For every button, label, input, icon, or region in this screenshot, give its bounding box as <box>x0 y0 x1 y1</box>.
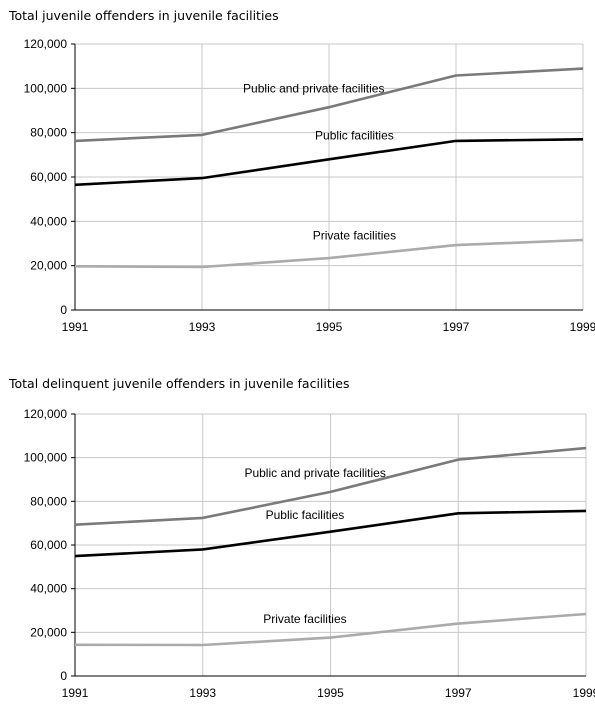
series-label: Public and private facilities <box>244 466 385 480</box>
series-label: Public facilities <box>315 129 394 143</box>
chart-title: Total juvenile offenders in juvenile fac… <box>9 8 279 23</box>
y-tick-label: 80,000 <box>30 126 67 140</box>
y-tick-label: 40,000 <box>30 214 67 228</box>
chart-svg: 0 20,000 40,000 60,000 80,000 100,000 120,000 1… <box>24 37 595 334</box>
x-tick-label: 1995 <box>316 320 343 334</box>
chart-delinquent-offenders: Total delinquent juvenile offenders in j… <box>0 368 595 725</box>
x-tick-label: 1991 <box>62 686 89 700</box>
x-tick-label: 1993 <box>189 320 216 334</box>
series-line <box>74 509 587 558</box>
y-tick-label: 20,000 <box>30 625 67 639</box>
series-line <box>74 138 584 187</box>
y-tick-label: 20,000 <box>30 259 67 273</box>
series-label: Public and private facilities <box>243 82 384 96</box>
x-tick-label: 1999 <box>570 320 595 334</box>
chart-title: Total delinquent juvenile offenders in j… <box>9 376 350 391</box>
y-tick-label: 60,000 <box>30 538 67 552</box>
series-line <box>74 238 584 269</box>
chart-svg: 0 20,000 40,000 60,000 80,000 100,000 120,000 1… <box>24 407 595 700</box>
x-tick-label: 1995 <box>317 686 344 700</box>
series-label: Private facilities <box>313 229 396 243</box>
y-tick-label: 120,000 <box>24 37 68 51</box>
chart-juvenile-offenders: Total juvenile offenders in juvenile fac… <box>0 0 595 345</box>
x-tick-label: 1993 <box>189 686 216 700</box>
series-label: Private facilities <box>263 612 346 626</box>
y-tick-label: 100,000 <box>24 81 68 95</box>
series-line <box>74 67 584 143</box>
y-tick-label: 120,000 <box>24 407 68 421</box>
series-line <box>74 612 587 647</box>
series-label: Public facilities <box>266 508 345 522</box>
x-tick-label: 1997 <box>445 686 472 700</box>
y-tick-label: 80,000 <box>30 494 67 508</box>
y-tick-label: 100,000 <box>24 451 68 465</box>
y-tick-label: 40,000 <box>30 582 67 596</box>
x-tick-label: 1991 <box>62 320 89 334</box>
y-tick-label: 0 <box>60 669 67 683</box>
x-tick-label: 1999 <box>573 686 595 700</box>
x-tick-label: 1997 <box>443 320 470 334</box>
series-line <box>74 446 587 526</box>
y-tick-label: 60,000 <box>30 170 67 184</box>
y-tick-label: 0 <box>60 303 67 317</box>
